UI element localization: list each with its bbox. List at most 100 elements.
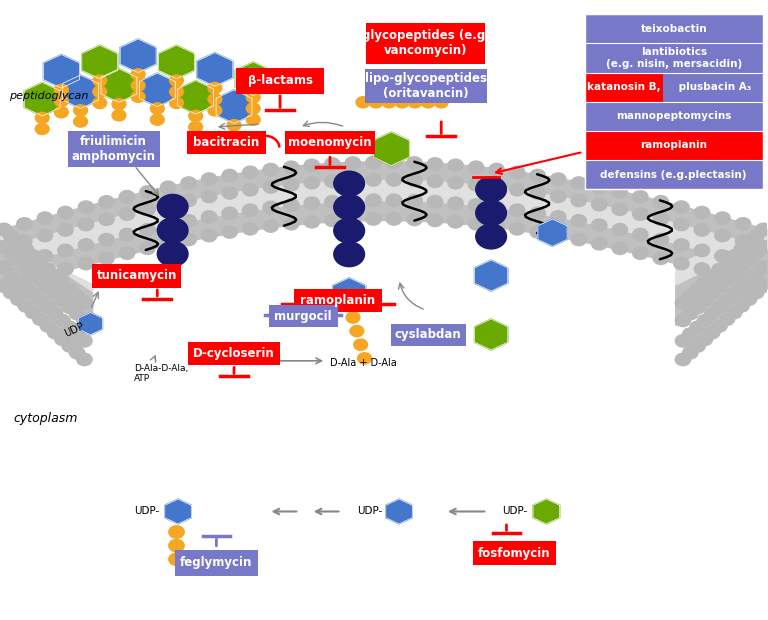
Circle shape bbox=[170, 97, 184, 108]
Circle shape bbox=[697, 277, 713, 289]
Circle shape bbox=[654, 213, 668, 226]
Text: β-lactams: β-lactams bbox=[247, 74, 313, 87]
Text: lantibiotics
(e.g. nisin, mersacidin): lantibiotics (e.g. nisin, mersacidin) bbox=[606, 47, 742, 69]
Circle shape bbox=[247, 92, 260, 103]
Circle shape bbox=[99, 196, 114, 208]
Text: lipo-glycopeptides
(oritavancin): lipo-glycopeptides (oritavancin) bbox=[365, 71, 487, 100]
Circle shape bbox=[99, 213, 114, 226]
Text: defensins (e.g.plectasin): defensins (e.g.plectasin) bbox=[601, 169, 747, 180]
Circle shape bbox=[181, 194, 197, 206]
Circle shape bbox=[683, 290, 698, 303]
Circle shape bbox=[77, 297, 92, 309]
Circle shape bbox=[161, 198, 176, 211]
Circle shape bbox=[11, 293, 26, 306]
FancyBboxPatch shape bbox=[285, 131, 376, 154]
Circle shape bbox=[489, 202, 505, 214]
Polygon shape bbox=[120, 39, 156, 73]
Circle shape bbox=[93, 86, 107, 97]
Circle shape bbox=[715, 229, 730, 242]
Circle shape bbox=[243, 184, 258, 196]
Polygon shape bbox=[44, 55, 79, 88]
Circle shape bbox=[427, 157, 442, 170]
Circle shape bbox=[161, 237, 176, 250]
Circle shape bbox=[55, 314, 70, 327]
Circle shape bbox=[756, 261, 768, 273]
Circle shape bbox=[345, 195, 360, 207]
Polygon shape bbox=[386, 499, 412, 524]
Circle shape bbox=[694, 244, 710, 257]
FancyBboxPatch shape bbox=[366, 23, 485, 63]
Circle shape bbox=[243, 223, 258, 235]
Circle shape bbox=[55, 84, 68, 95]
Circle shape bbox=[62, 321, 78, 334]
Circle shape bbox=[55, 277, 70, 289]
Circle shape bbox=[69, 328, 84, 340]
Circle shape bbox=[131, 69, 145, 80]
Circle shape bbox=[99, 234, 114, 246]
Circle shape bbox=[58, 263, 73, 275]
Text: murgocil: murgocil bbox=[274, 310, 332, 322]
Circle shape bbox=[0, 261, 12, 273]
FancyBboxPatch shape bbox=[236, 68, 324, 94]
Polygon shape bbox=[101, 69, 137, 102]
Circle shape bbox=[741, 293, 756, 306]
Text: ramoplanin: ramoplanin bbox=[300, 294, 376, 307]
Circle shape bbox=[530, 187, 545, 199]
Circle shape bbox=[382, 97, 396, 108]
Circle shape bbox=[612, 224, 627, 236]
Circle shape bbox=[674, 201, 689, 213]
Circle shape bbox=[58, 206, 73, 219]
Circle shape bbox=[697, 294, 713, 306]
FancyBboxPatch shape bbox=[269, 305, 338, 327]
Circle shape bbox=[591, 198, 607, 211]
Circle shape bbox=[690, 283, 705, 296]
FancyBboxPatch shape bbox=[188, 342, 280, 365]
Circle shape bbox=[247, 103, 260, 114]
Circle shape bbox=[119, 208, 134, 220]
Circle shape bbox=[530, 207, 545, 219]
Circle shape bbox=[0, 280, 12, 292]
Circle shape bbox=[17, 235, 32, 247]
Circle shape bbox=[749, 247, 764, 260]
Text: UDP: UDP bbox=[63, 321, 86, 339]
Circle shape bbox=[48, 270, 63, 282]
Circle shape bbox=[157, 218, 188, 243]
Circle shape bbox=[741, 254, 756, 267]
Circle shape bbox=[343, 298, 356, 309]
Text: ramoplanin: ramoplanin bbox=[641, 140, 707, 151]
Circle shape bbox=[356, 97, 370, 108]
Circle shape bbox=[25, 267, 41, 280]
Circle shape bbox=[157, 242, 188, 267]
Text: D-cycloserin: D-cycloserin bbox=[194, 347, 275, 360]
Circle shape bbox=[170, 86, 184, 97]
Circle shape bbox=[530, 226, 545, 238]
Circle shape bbox=[675, 297, 690, 309]
Text: mannopeptomycins: mannopeptomycins bbox=[616, 111, 731, 122]
Circle shape bbox=[633, 247, 648, 259]
Circle shape bbox=[712, 264, 727, 276]
Circle shape bbox=[243, 166, 258, 179]
Circle shape bbox=[694, 224, 710, 236]
Circle shape bbox=[633, 228, 648, 241]
Circle shape bbox=[756, 223, 768, 236]
Circle shape bbox=[334, 218, 365, 243]
Circle shape bbox=[675, 314, 690, 327]
Circle shape bbox=[304, 177, 319, 189]
Circle shape bbox=[727, 288, 742, 300]
Circle shape bbox=[40, 264, 55, 276]
Circle shape bbox=[48, 326, 63, 339]
Circle shape bbox=[37, 212, 52, 224]
Polygon shape bbox=[235, 62, 271, 95]
Circle shape bbox=[201, 229, 217, 242]
Circle shape bbox=[674, 239, 689, 251]
Circle shape bbox=[112, 99, 126, 110]
Circle shape bbox=[208, 82, 222, 94]
Circle shape bbox=[551, 173, 566, 185]
Circle shape bbox=[140, 224, 155, 236]
Circle shape bbox=[40, 281, 55, 293]
FancyBboxPatch shape bbox=[366, 68, 486, 102]
Circle shape bbox=[181, 177, 197, 189]
FancyBboxPatch shape bbox=[68, 131, 160, 167]
Circle shape bbox=[161, 181, 176, 193]
Circle shape bbox=[675, 353, 690, 366]
